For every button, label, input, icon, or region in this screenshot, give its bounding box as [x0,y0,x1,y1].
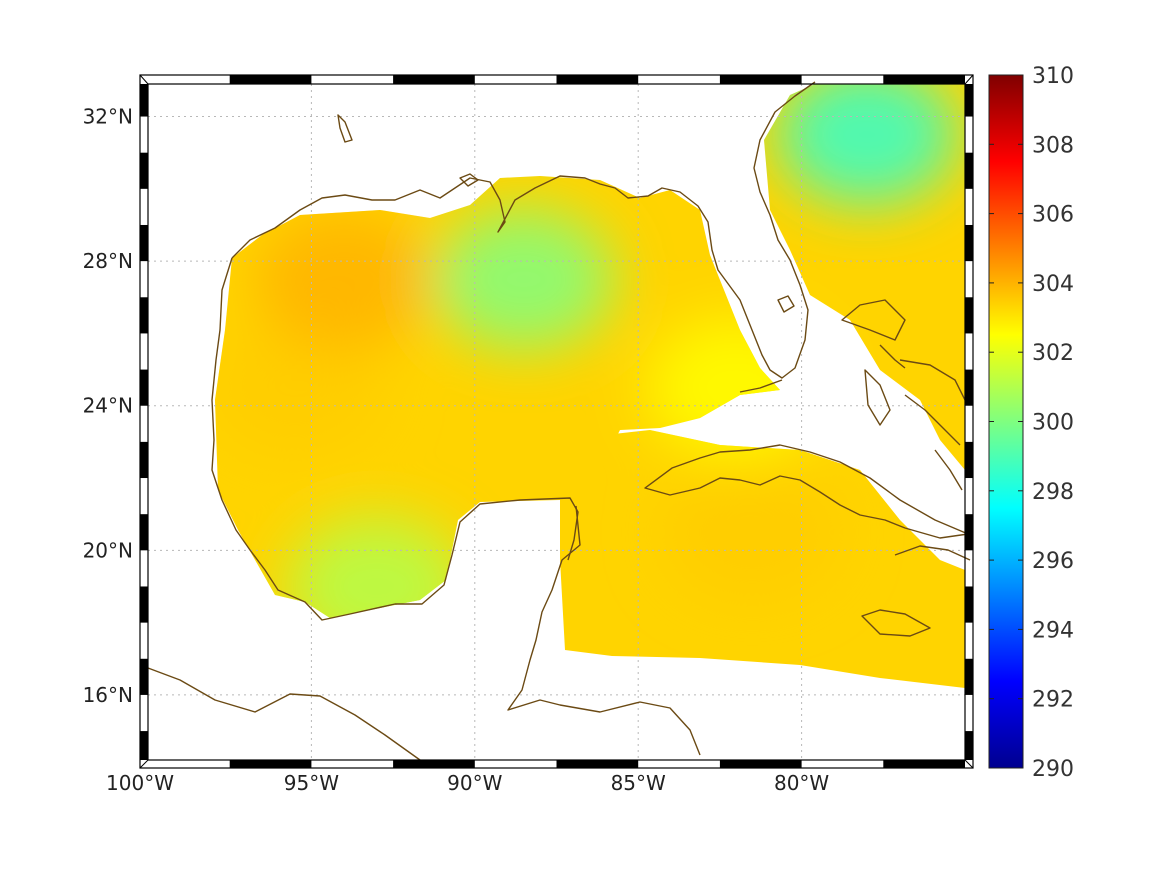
frame-segment-left [140,297,148,334]
frame-corner [139,74,149,85]
coastline-gulf-west [211,257,579,621]
colorbar-tick-label: 298 [1032,480,1074,505]
frame-segment-left [140,84,148,117]
frame-segment-top [393,75,475,84]
frame-segment-top [229,75,312,84]
colorbar-tick-label: 302 [1032,341,1074,366]
colorbar-tick-label: 306 [1032,203,1074,228]
y-tick-label: 28°N [83,249,133,273]
frame-segment-bottom [556,760,639,768]
colorbar: 290 292 294 296 298 300 302 304 306 308 310 [988,64,1074,782]
colorbar-tick-label: 292 [1032,688,1074,713]
x-tick-label: 90°W [447,771,502,795]
frame-segment-left [140,152,148,189]
frame-segment-left [140,224,148,262]
coastline-central-america [147,667,421,761]
frame-segment-bottom [883,760,965,768]
colorbar-tick-label: 304 [1032,272,1074,297]
sst-cool-bay-of-campeche [286,516,467,657]
x-tick-label: 95°W [284,771,339,795]
coastline-lake-okeechobee [777,295,795,313]
x-axis-ticks: 100°W 95°W 90°W 85°W 80°W [106,771,829,795]
frame-segment-right [965,84,973,117]
frame-segment-right [965,224,973,262]
sst-field [215,84,965,688]
coastline-bahamas-5 [904,394,961,446]
frame-segment-top [883,75,965,84]
frame-segment-right [965,152,973,189]
coastline-islet-n-gulf [337,114,353,143]
frame-corner [964,759,974,769]
map-frame [139,74,974,769]
colorbar-gradient [988,74,1024,769]
sst-warm-spot-texas-shelf [254,209,435,350]
coastline-florida-keys [739,379,783,393]
colorbar-ticks: 290 292 294 296 298 300 302 304 306 308 310 [989,64,1074,782]
frame-segment-right [965,369,973,406]
sst-cool-atlantic-north [776,84,957,205]
coastline-bahamas-6 [934,449,963,491]
coastline-bahamas-2 [864,369,891,426]
frame-segment-left [140,441,148,479]
frame-segment-bottom [229,760,312,768]
x-tick-label: 85°W [611,771,666,795]
coastline-gulf-north [231,81,816,379]
frame-segment-bottom [393,760,475,768]
coastline-bahamas-4 [879,344,906,369]
coastline-bahamas-1 [841,299,906,341]
y-tick-label: 16°N [83,683,133,707]
frame-segment-left [140,514,148,551]
coastline-islet-bay [459,173,479,187]
frame-corner [964,74,974,85]
y-tick-label: 20°N [83,538,133,562]
coastline-cuba [644,444,969,539]
frame-segment-left [140,369,148,406]
frame-segment-top [556,75,639,84]
frame-segment-right [965,731,973,760]
sst-cool-eddy-central-gulf [433,209,614,350]
colorbar-tick-label: 290 [1032,757,1074,782]
sst-florida-straits [646,317,827,458]
frame-segment-right [965,586,973,623]
frame-segment-right [965,297,973,334]
frame-segment-top [719,75,802,84]
colorbar-tick-label: 300 [1032,411,1074,436]
sst-warm-western-gulf [215,317,386,458]
frame-segment-bottom [719,760,802,768]
frame-segment-left [140,731,148,760]
frame-corner [139,759,149,769]
colorbar-tick-label: 310 [1032,64,1074,89]
colorbar-tick-label: 308 [1032,133,1074,158]
y-tick-label: 24°N [83,394,133,418]
colorbar-tick-label: 294 [1032,618,1074,643]
frame-segment-left [140,658,148,695]
map-grid [148,84,965,760]
sst-warm-caribbean [662,462,843,603]
x-tick-label: 80°W [774,771,829,795]
frame-segment-left [140,586,148,623]
frame-segment-right [965,514,973,551]
coastline [147,81,971,761]
y-axis-ticks: 16°N 20°N 24°N 28°N 32°N [83,105,133,707]
x-tick-label: 100°W [106,771,174,795]
coastline-hispaniola [894,545,971,561]
coastline-yucatan-east [507,505,701,756]
frame-segment-right [965,441,973,479]
coastline-jamaica [861,609,931,637]
coastline-bahamas-3 [899,359,966,401]
y-tick-label: 32°N [83,105,133,129]
frame-segment-right [965,658,973,695]
colorbar-tick-label: 296 [1032,549,1074,574]
